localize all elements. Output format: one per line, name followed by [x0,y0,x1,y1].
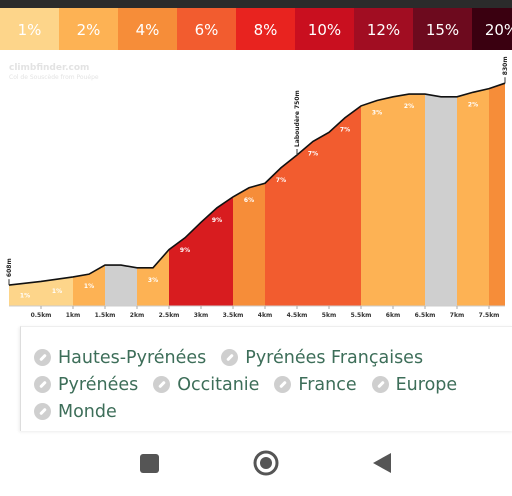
gradient-segment [137,249,169,306]
legend-item: 4% [118,8,177,50]
x-tick-label: 5.5km [351,312,372,319]
legend-item: 15% [413,8,472,50]
tags: Hautes-Pyrénées Pyrénées Françaises Pyréné… [34,346,474,423]
x-tick-label: 5km [322,312,336,319]
tag-label: Pyrénées [58,374,139,395]
x-tick-label: 0.5km [31,312,52,319]
gradient-segment [489,83,505,306]
x-tick-label: 2km [130,312,144,319]
legend-item: 20% [472,8,512,50]
back-button[interactable] [373,453,391,473]
legend-item: 6% [177,8,236,50]
tag[interactable]: Pyrénées Françaises [221,346,423,369]
gradient-segment [41,276,73,306]
tag-icon [34,376,51,393]
gradient-segment [169,222,201,306]
segment-label: 1% [84,283,94,290]
watermark: climbfinder.com [9,63,89,73]
gradient-segment [361,96,393,306]
gradient-segment [329,105,361,306]
segment-label: 3% [372,109,382,116]
legend-item: 8% [236,8,295,50]
tag[interactable]: Europe [371,373,458,396]
tag-icon [153,376,171,393]
x-tick-label: 1km [66,312,80,319]
tag-label: Europe [395,374,458,395]
legend-item: 12% [354,8,413,50]
home-button[interactable] [253,450,279,476]
tag[interactable]: Occitanie [153,373,259,396]
segment-label: 9% [212,217,222,224]
segment-label: 2% [404,103,414,110]
tag-label: Monde [58,401,117,422]
tag-label: Occitanie [177,374,260,395]
legend-item: 1% [0,8,59,50]
x-tick-label: 1.5km [95,312,116,319]
gradient-segment [393,94,425,306]
x-tick-label: 6.5km [415,312,436,319]
segment-label: 7% [308,150,318,157]
x-tick-label: 3.5km [223,312,244,319]
gradient-segment [457,88,489,306]
legend-item: 10% [295,8,354,50]
x-tick-label: 7.5km [479,312,500,319]
annotation-label: Laboudère 750m [294,90,301,147]
legend-item: 2% [59,8,118,50]
x-tick-label: 4km [258,312,272,319]
tags-card [20,326,512,431]
gradient-segment [425,94,457,306]
tag-label: France [298,374,357,395]
tag-icon [34,403,51,420]
x-tick-label: 2.5km [159,312,180,319]
segment-label: 1% [20,292,30,299]
navigation-bar [0,436,512,496]
tag-icon [274,376,292,393]
tag-icon [371,376,389,393]
profile-line [8,82,506,286]
x-tick-label: 3km [194,312,208,319]
x-tick-label: 6km [386,312,400,319]
tag[interactable]: Monde [34,400,117,423]
nav-icons [140,450,391,476]
subtitle: Col de Souscède from Pouépe [9,74,99,81]
status-bar [0,0,512,8]
segment-label: 7% [340,127,350,134]
segment-label: 3% [148,277,158,284]
segment-label: 7% [276,177,286,184]
gradient-segment [201,196,233,306]
annotation-label: 830m [502,56,509,75]
segment-label: 1% [52,288,62,295]
gradient-segment [9,281,41,306]
gradient-legend: 1%2%4%6%8%10%12%15%20% [0,8,512,50]
gradient-segment [105,265,137,306]
tag[interactable]: Hautes-Pyrénées [34,346,206,369]
segment-label: 6% [244,197,254,204]
gradient-segment [297,132,329,306]
x-tick-label: 4.5km [287,312,308,319]
gradient-segment [73,265,105,306]
tag-label: Hautes-Pyrénées [58,347,207,368]
tag-icon [34,349,51,366]
segment-label: 9% [180,247,190,254]
annotation-label: 608m [6,258,13,277]
tag[interactable]: France [274,373,357,396]
tag-label: Pyrénées Françaises [245,347,424,368]
tag[interactable]: Pyrénées [34,373,138,396]
home-button-dot [260,457,272,469]
tag-icon [221,349,239,366]
gradient-segment [265,155,297,306]
gradient-segment [233,183,265,306]
recent-apps-button[interactable] [140,454,159,473]
segment-label: 2% [468,101,478,108]
x-tick-label: 7km [450,312,464,319]
